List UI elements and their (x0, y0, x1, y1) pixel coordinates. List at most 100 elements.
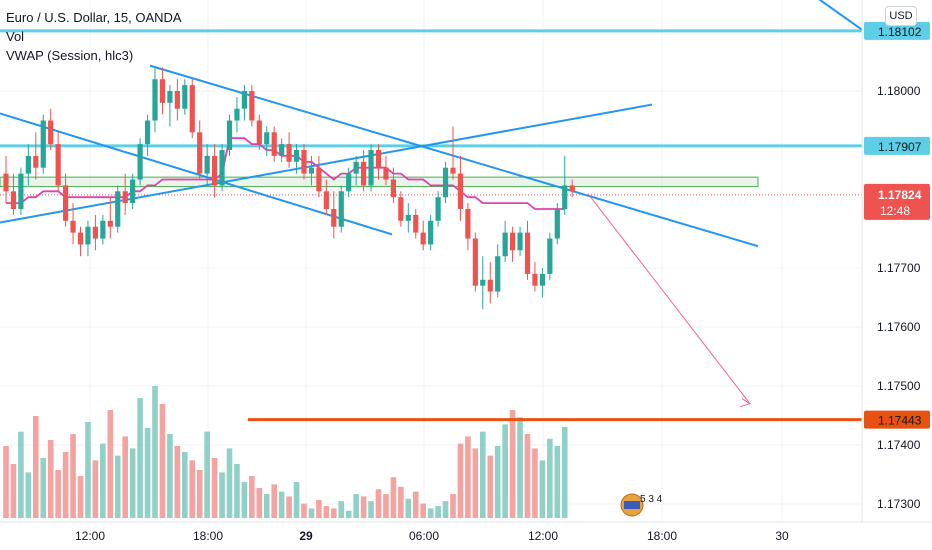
volume-bar (524, 434, 531, 518)
level-price-label: 1.17443 (878, 414, 922, 428)
vwap-path (6, 137, 565, 210)
candle-body (130, 179, 136, 204)
candle-body (100, 220, 106, 239)
projection-arrow-line (587, 193, 751, 405)
chart-legend: Euro / U.S. Dollar, 15, OANDA Vol VWAP (… (6, 8, 182, 65)
volume-bar (457, 443, 464, 518)
candle-body (144, 120, 151, 145)
volume-bar (293, 482, 300, 518)
candle-body (10, 191, 17, 209)
volume-bar (70, 434, 76, 518)
volume-bar (442, 501, 449, 518)
level-price-label: 1.17907 (878, 140, 922, 154)
time-tick-label: 29 (299, 529, 313, 543)
candle-body (182, 85, 188, 109)
volume-bar (196, 470, 203, 518)
horizontal-levels[interactable]: 1.18102 1.17907 1.17443 1.17824 12:48 (0, 21, 930, 429)
volume-bar (40, 458, 47, 518)
volume-bar (286, 496, 292, 518)
chart-grid (0, 0, 862, 522)
volume-bar (390, 477, 397, 518)
price-axis[interactable]: 1.18000 1.17700 1.17600 1.17500 1.17400 1.173… (861, 0, 921, 522)
volume-bar (539, 460, 546, 518)
volume-bar (226, 448, 233, 518)
candle-body (70, 220, 76, 233)
candle-body (502, 232, 508, 257)
candle-body (353, 161, 359, 174)
bar-countdown-label: 12:48 (880, 204, 910, 218)
time-tick-label: 06:00 (409, 529, 439, 543)
candle-body (137, 144, 143, 180)
level-price-badge (864, 410, 930, 429)
volume-bar (532, 448, 538, 518)
volume-bar (47, 440, 54, 518)
candle-body (234, 108, 240, 121)
candle-body (197, 132, 203, 174)
volume-bar (301, 503, 307, 518)
event-badge[interactable]: 5 3 4 (620, 493, 663, 517)
candle-body (428, 220, 434, 245)
volume-bar (435, 506, 441, 518)
candle-body (107, 220, 113, 227)
candle-body (323, 191, 329, 209)
currency-button[interactable]: USD (885, 6, 917, 26)
volume-bar (234, 464, 240, 518)
volume-bar (211, 458, 218, 518)
candle-body (398, 197, 404, 221)
candle-body (405, 214, 411, 221)
volume-bars (3, 386, 568, 518)
candle-body (435, 197, 441, 221)
candle-body (383, 167, 389, 180)
candle-body (413, 214, 419, 233)
candle-body (390, 179, 396, 198)
volume-bar (480, 431, 486, 518)
symbol-title[interactable]: Euro / U.S. Dollar, 15, OANDA (6, 10, 182, 25)
descending-trendline-upper (149, 64, 759, 248)
volume-bar (554, 446, 561, 518)
candle-body (457, 173, 464, 209)
time-tick-label: 30 (775, 529, 789, 543)
time-axis[interactable]: 12:00 18:00 29 06:00 12:00 18:00 30 (0, 521, 932, 543)
candle-body (48, 120, 54, 145)
vol-indicator-label[interactable]: Vol (6, 29, 25, 44)
vwap-indicator-label[interactable]: VWAP (Session, hlc3) (6, 48, 134, 63)
volume-bar (174, 446, 181, 518)
candle-body (286, 144, 292, 162)
candle-body (92, 226, 98, 239)
volume-bar (167, 434, 173, 518)
volume-bar (152, 386, 158, 518)
volume-bar (509, 410, 516, 518)
candle-body (271, 132, 277, 156)
volume-bar (219, 472, 225, 518)
volume-bar (345, 510, 352, 518)
volume-bar (427, 508, 434, 518)
level-price-badge (864, 21, 930, 40)
candle-body (63, 185, 69, 221)
volume-bar (204, 431, 210, 518)
candle-body (532, 273, 538, 286)
candle-body (249, 91, 255, 121)
level-price-label: 1.18102 (878, 25, 922, 39)
candle-body (226, 120, 233, 150)
volume-bar (502, 424, 508, 518)
volume-bar (368, 501, 374, 518)
candle-body (420, 232, 426, 245)
volume-bar (256, 488, 263, 518)
volume-bar (547, 438, 553, 518)
candle-body (33, 155, 39, 168)
candle-body (346, 173, 352, 192)
volume-bar (360, 496, 367, 518)
candle-body (256, 120, 262, 145)
price-tick-label: 1.17500 (877, 379, 921, 393)
last-price-badge (864, 183, 930, 220)
volume-bar (100, 443, 106, 518)
volume-bar (144, 428, 151, 518)
candle-body (487, 279, 493, 292)
volume-bar (55, 470, 61, 518)
candle-body (495, 256, 501, 292)
candles (3, 67, 575, 310)
volume-bar (323, 506, 330, 518)
volume-bar (308, 508, 315, 518)
volume-bar (398, 486, 404, 518)
